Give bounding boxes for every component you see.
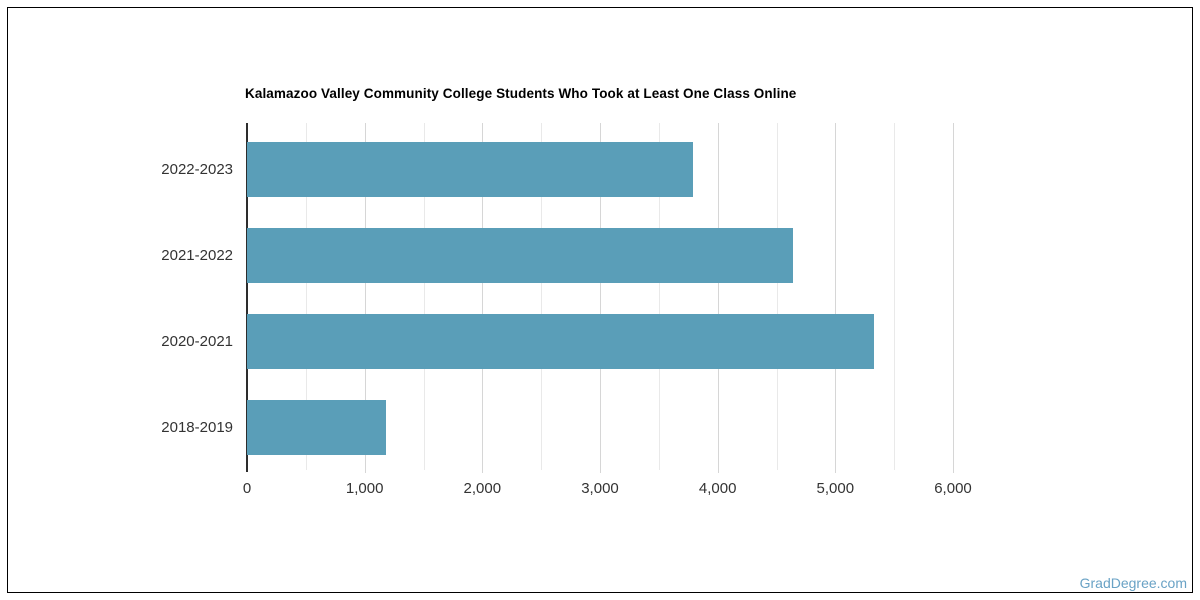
x-axis-tick-label: 4,000: [698, 480, 737, 497]
watermark-link[interactable]: GradDegree.com: [1079, 575, 1187, 591]
major-gridline: [600, 123, 601, 473]
y-axis-category-label: 2021-2022: [161, 246, 233, 264]
y-axis-category-label: 2018-2019: [161, 419, 233, 437]
major-gridline: [717, 123, 719, 473]
y-axis-category-label: 2022-2023: [161, 160, 233, 178]
minor-gridline: [305, 123, 307, 470]
y-axis-category-label: 2020-2021: [161, 333, 233, 351]
x-axis-tick-label: 0: [242, 480, 252, 497]
x-axis-tick-label: 1,000: [345, 480, 384, 497]
y-axis-line: [246, 123, 248, 472]
major-gridline: [835, 123, 837, 473]
major-gridline: [364, 123, 366, 473]
minor-gridline: [658, 123, 660, 470]
x-axis-tick-label: 6,000: [934, 480, 972, 497]
major-gridline: [482, 123, 484, 473]
bar-2022-2023[interactable]: [247, 141, 693, 197]
x-axis-tick-label: 2,000: [463, 480, 502, 497]
x-axis-tick-label: 5,000: [816, 480, 855, 497]
minor-gridline: [423, 123, 425, 470]
bar-2018-2019[interactable]: [247, 400, 386, 456]
minor-gridline: [541, 123, 543, 470]
minor-gridline: [776, 123, 778, 470]
chart-title: Kalamazoo Valley Community College Stude…: [245, 86, 797, 101]
minor-gridline: [894, 123, 896, 470]
bar-2021-2022[interactable]: [247, 227, 793, 283]
x-axis-tick-label: 3,000: [581, 480, 619, 497]
major-gridline: [953, 123, 954, 473]
bar-2020-2021[interactable]: [247, 314, 875, 370]
